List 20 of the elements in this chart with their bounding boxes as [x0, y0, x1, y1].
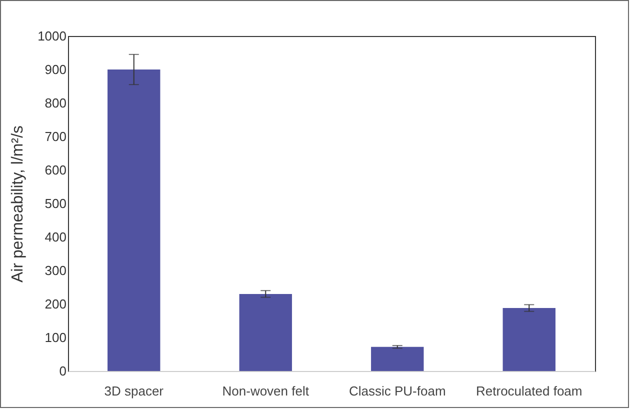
x-tick-label: Retroculated foam — [476, 384, 582, 398]
y-tick-label: 800 — [44, 96, 66, 110]
bar — [502, 308, 556, 371]
y-tick-label: 900 — [44, 62, 66, 77]
y-tick-label: 0 — [59, 364, 66, 378]
bar — [371, 346, 424, 371]
y-tick-label: 400 — [44, 230, 66, 244]
y-tick-label: 100 — [44, 330, 66, 345]
y-tick-label: 300 — [44, 263, 66, 278]
y-tick-label: 1000 — [38, 28, 66, 44]
bar — [239, 294, 292, 371]
y-tick-label: 500 — [44, 196, 66, 211]
x-tick-label: Non-woven felt — [222, 384, 310, 398]
y-tick-label: 700 — [44, 129, 66, 144]
y-tick-label: 200 — [44, 296, 66, 312]
x-tick-label: Classic PU-foam — [348, 384, 446, 398]
bar — [108, 70, 160, 371]
x-tick-label: 3D spacer — [104, 384, 164, 398]
y-tick-label: 600 — [44, 162, 66, 178]
y-axis-title: Air permeability, l/m²/s — [10, 125, 27, 283]
